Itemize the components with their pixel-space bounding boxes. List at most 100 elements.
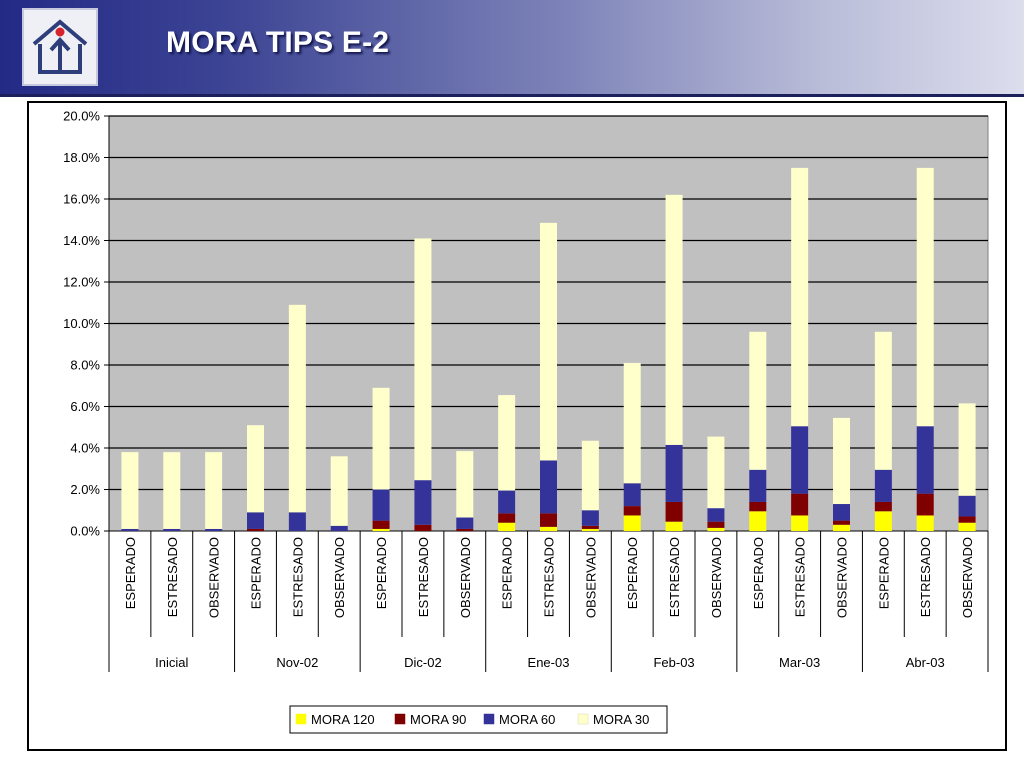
y-tick-label: 16.0% [63, 192, 100, 207]
bar-segment [247, 425, 264, 513]
bar-segment [958, 522, 976, 531]
legend-label: MORA 90 [410, 712, 466, 727]
bar-segment [623, 362, 641, 484]
legend-label: MORA 30 [593, 712, 649, 727]
bar-segment [581, 528, 599, 531]
x-subcategory-label: ESTRESADO [290, 537, 305, 617]
bar-segment [791, 167, 809, 427]
x-subcategory-label: ESPERADO [876, 537, 891, 609]
y-tick-label: 10.0% [63, 316, 100, 331]
y-tick-label: 2.0% [70, 482, 100, 497]
x-subcategory-label: ESTRESADO [793, 537, 808, 617]
x-group-label: Feb-03 [653, 655, 694, 670]
y-tick-label: 0.0% [70, 524, 100, 539]
bar-segment [707, 521, 725, 528]
bar-segment [958, 516, 976, 523]
bar-segment [749, 331, 767, 470]
house-arrow-icon [32, 19, 88, 74]
bar-segment [749, 469, 767, 502]
bar-segment [581, 440, 599, 511]
bar-segment [414, 238, 432, 481]
bar-segment [205, 452, 223, 529]
header-banner [0, 0, 1024, 97]
bar-segment [665, 444, 683, 502]
bar-segment [372, 528, 390, 531]
legend-swatch [483, 713, 495, 725]
bar-segment [791, 515, 809, 531]
bar-segment [916, 167, 934, 427]
x-group-label: Abr-03 [906, 655, 945, 670]
y-tick-label: 12.0% [63, 275, 100, 290]
x-subcategory-label: ESTRESADO [165, 537, 180, 617]
y-tick-label: 18.0% [63, 150, 100, 165]
bar-segment [665, 521, 683, 531]
bar-segment [540, 222, 557, 461]
bar-segment [456, 451, 474, 518]
bar-segment [456, 528, 474, 531]
bar-segment [372, 387, 390, 490]
bar-segment [121, 452, 139, 529]
bar-segment [707, 508, 725, 522]
x-group-label: Nov-02 [276, 655, 318, 670]
bar-segment [791, 493, 809, 516]
x-subcategory-label: ESPERADO [625, 537, 640, 609]
bar-segment [372, 489, 390, 521]
bar-segment [833, 504, 850, 521]
bar-segment [540, 526, 557, 531]
x-subcategory-label: ESPERADO [374, 537, 389, 609]
x-subcategory-label: OBSERVADO [458, 537, 473, 618]
bar-segment [330, 456, 348, 526]
bar-segment [163, 528, 181, 531]
bar-segment [749, 511, 767, 531]
x-subcategory-label: ESTRESADO [667, 537, 682, 617]
x-subcategory-label: OBSERVADO [709, 537, 724, 618]
bar-segment [833, 520, 850, 525]
x-subcategory-label: OBSERVADO [835, 537, 850, 618]
x-subcategory-label: ESPERADO [123, 537, 138, 609]
bar-segment [121, 528, 139, 531]
bar-segment [833, 524, 850, 531]
bar-segment [540, 513, 557, 527]
bar-segment [205, 528, 223, 531]
y-tick-label: 14.0% [63, 233, 100, 248]
bar-segment [456, 517, 474, 529]
bar-segment [958, 495, 976, 517]
bar-segment [247, 528, 264, 531]
bar-segment [707, 436, 725, 509]
bar-segment [414, 524, 432, 531]
bar-segment [749, 501, 767, 512]
legend-swatch [577, 713, 589, 725]
bar-segment [372, 520, 390, 529]
x-group-label: Mar-03 [779, 655, 820, 670]
x-subcategory-label: OBSERVADO [960, 537, 975, 618]
x-subcategory-label: ESTRESADO [416, 537, 431, 617]
legend-label: MORA 120 [311, 712, 375, 727]
bar-segment [330, 525, 348, 531]
legend-swatch [394, 713, 406, 725]
bar-segment [874, 511, 892, 531]
y-tick-label: 20.0% [63, 109, 100, 124]
bar-segment [163, 452, 181, 529]
bar-segment [791, 426, 809, 494]
bar-segment [958, 403, 976, 496]
bar-segment [874, 501, 892, 512]
x-subcategory-label: OBSERVADO [207, 537, 222, 618]
bar-segment [540, 460, 557, 514]
bar-segment [498, 513, 516, 523]
x-subcategory-label: OBSERVADO [332, 537, 347, 618]
x-group-label: Ene-03 [528, 655, 570, 670]
bar-segment [874, 469, 892, 502]
x-group-label: Dic-02 [404, 655, 442, 670]
x-subcategory-label: ESTRESADO [542, 537, 557, 617]
bar-segment [498, 490, 516, 514]
bar-segment [665, 194, 683, 445]
bar-segment [247, 512, 264, 529]
bar-segment [665, 501, 683, 522]
y-tick-label: 4.0% [70, 441, 100, 456]
bar-segment [414, 480, 432, 525]
bar-segment [498, 522, 516, 531]
y-tick-label: 8.0% [70, 358, 100, 373]
bar-segment [623, 515, 641, 531]
bar-segment [581, 525, 599, 529]
logo [22, 8, 98, 86]
